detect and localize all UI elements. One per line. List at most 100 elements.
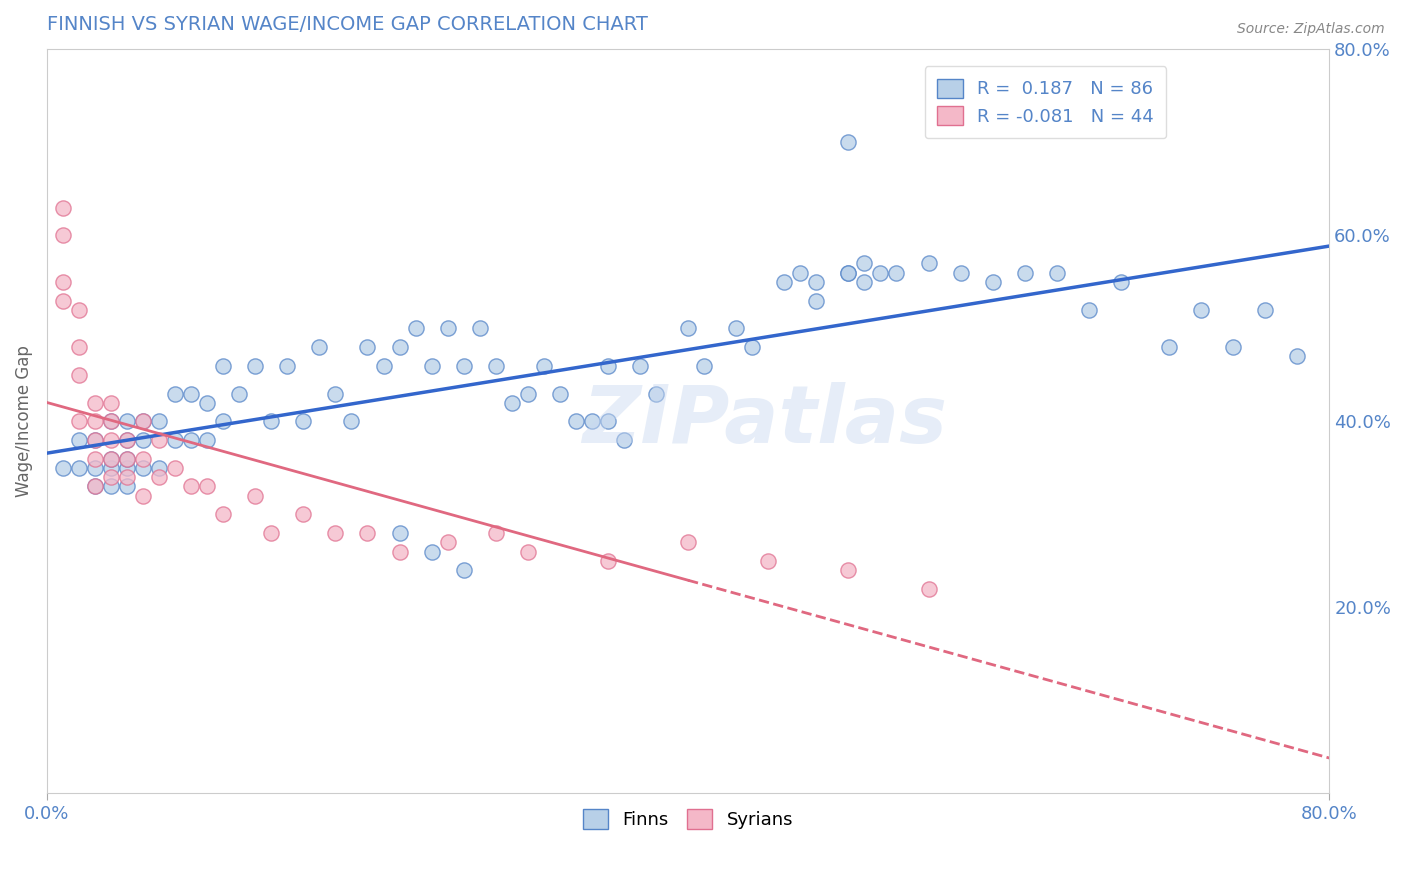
Point	[228, 386, 250, 401]
Point	[195, 396, 218, 410]
Point	[67, 340, 90, 354]
Point	[581, 414, 603, 428]
Point	[84, 433, 107, 447]
Point	[115, 433, 138, 447]
Point	[260, 414, 283, 428]
Point	[148, 461, 170, 475]
Point	[436, 321, 458, 335]
Point	[981, 275, 1004, 289]
Point	[837, 266, 859, 280]
Point	[869, 266, 891, 280]
Point	[132, 414, 155, 428]
Point	[420, 544, 443, 558]
Point	[308, 340, 330, 354]
Point	[100, 470, 122, 484]
Point	[212, 508, 235, 522]
Point	[1189, 302, 1212, 317]
Point	[356, 526, 378, 541]
Point	[67, 414, 90, 428]
Point	[165, 433, 187, 447]
Point	[741, 340, 763, 354]
Point	[516, 386, 538, 401]
Point	[453, 563, 475, 577]
Point	[100, 396, 122, 410]
Point	[67, 302, 90, 317]
Point	[853, 275, 876, 289]
Point	[949, 266, 972, 280]
Point	[100, 451, 122, 466]
Point	[180, 386, 202, 401]
Point	[212, 414, 235, 428]
Point	[165, 461, 187, 475]
Point	[100, 461, 122, 475]
Point	[725, 321, 748, 335]
Point	[52, 461, 75, 475]
Point	[84, 461, 107, 475]
Point	[388, 526, 411, 541]
Point	[501, 396, 523, 410]
Point	[516, 544, 538, 558]
Point	[613, 433, 636, 447]
Point	[84, 479, 107, 493]
Point	[485, 359, 508, 373]
Point	[420, 359, 443, 373]
Point	[84, 451, 107, 466]
Point	[1157, 340, 1180, 354]
Point	[356, 340, 378, 354]
Point	[292, 414, 315, 428]
Point	[533, 359, 555, 373]
Point	[84, 414, 107, 428]
Point	[212, 359, 235, 373]
Point	[115, 451, 138, 466]
Point	[676, 321, 699, 335]
Point	[100, 433, 122, 447]
Point	[245, 489, 267, 503]
Point	[917, 582, 939, 596]
Point	[52, 275, 75, 289]
Point	[100, 414, 122, 428]
Point	[115, 451, 138, 466]
Text: FINNISH VS SYRIAN WAGE/INCOME GAP CORRELATION CHART: FINNISH VS SYRIAN WAGE/INCOME GAP CORREL…	[46, 15, 648, 34]
Point	[886, 266, 908, 280]
Point	[596, 359, 619, 373]
Point	[693, 359, 716, 373]
Point	[596, 554, 619, 568]
Point	[485, 526, 508, 541]
Y-axis label: Wage/Income Gap: Wage/Income Gap	[15, 345, 32, 498]
Point	[115, 414, 138, 428]
Point	[132, 451, 155, 466]
Point	[100, 414, 122, 428]
Point	[148, 414, 170, 428]
Point	[195, 433, 218, 447]
Point	[565, 414, 588, 428]
Text: Source: ZipAtlas.com: Source: ZipAtlas.com	[1237, 22, 1385, 37]
Point	[789, 266, 811, 280]
Point	[148, 470, 170, 484]
Text: ZIPatlas: ZIPatlas	[582, 383, 948, 460]
Point	[628, 359, 651, 373]
Point	[52, 228, 75, 243]
Point	[917, 256, 939, 270]
Point	[67, 461, 90, 475]
Point	[84, 479, 107, 493]
Point	[1222, 340, 1244, 354]
Point	[67, 368, 90, 382]
Point	[1046, 266, 1069, 280]
Point	[596, 414, 619, 428]
Point	[773, 275, 796, 289]
Point	[245, 359, 267, 373]
Point	[806, 293, 828, 308]
Point	[195, 479, 218, 493]
Point	[165, 386, 187, 401]
Point	[453, 359, 475, 373]
Point	[100, 479, 122, 493]
Point	[52, 201, 75, 215]
Point	[292, 508, 315, 522]
Point	[405, 321, 427, 335]
Point	[436, 535, 458, 549]
Point	[115, 470, 138, 484]
Point	[148, 433, 170, 447]
Point	[837, 266, 859, 280]
Point	[100, 451, 122, 466]
Point	[756, 554, 779, 568]
